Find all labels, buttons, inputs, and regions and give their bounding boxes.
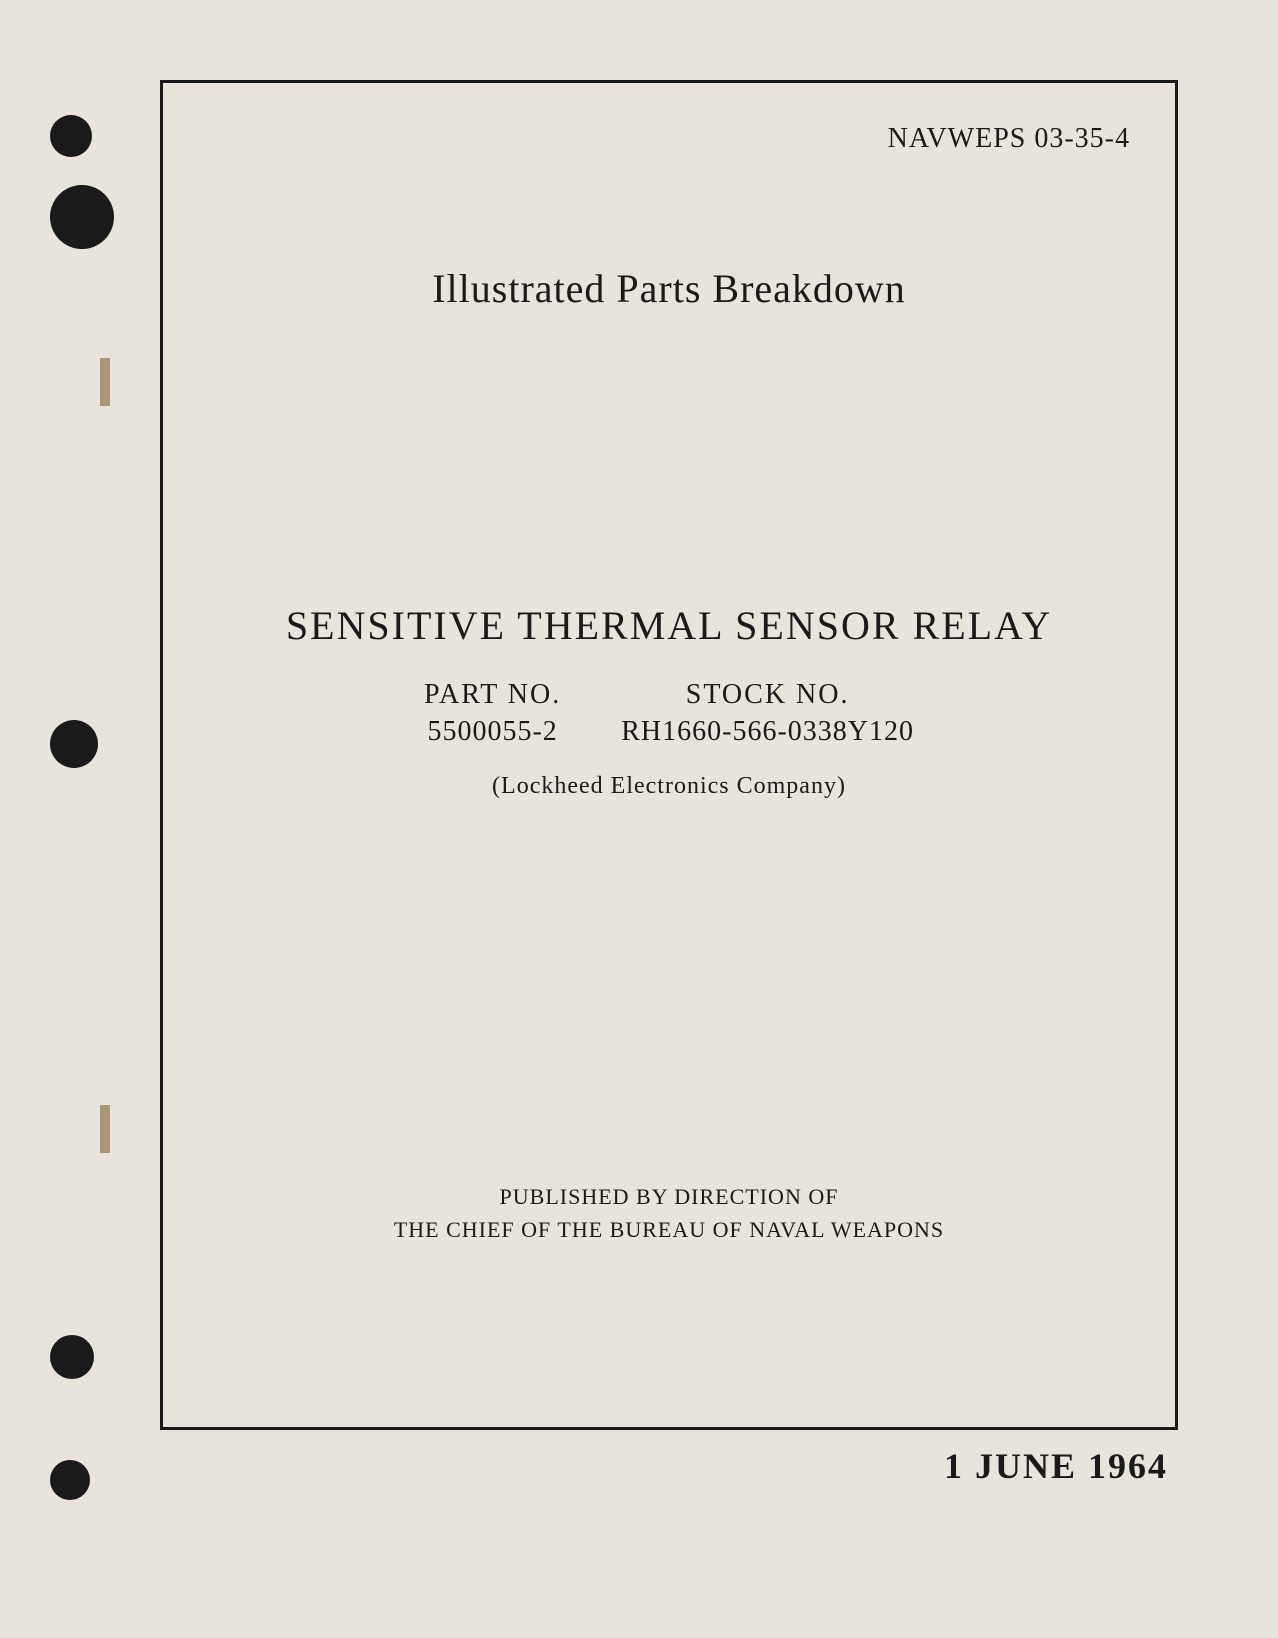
document-border: NAVWEPS 03-35-4 Illustrated Parts Breakd…	[160, 80, 1178, 1430]
punch-hole	[50, 1335, 94, 1379]
document-date: 1 JUNE 1964	[160, 1445, 1178, 1487]
document-title: SENSITIVE THERMAL SENSOR RELAY	[208, 602, 1130, 649]
punch-hole	[50, 185, 114, 249]
punch-hole	[50, 115, 92, 157]
document-page: NAVWEPS 03-35-4 Illustrated Parts Breakd…	[0, 0, 1278, 1638]
part-stock-section: PART NO. 5500055-2 STOCK NO. RH1660-566-…	[208, 679, 1130, 748]
published-line-1: PUBLISHED BY DIRECTION OF	[208, 1180, 1130, 1213]
part-number-column: PART NO. 5500055-2	[424, 679, 561, 748]
published-line-2: THE CHIEF OF THE BUREAU OF NAVAL WEAPONS	[208, 1213, 1130, 1246]
punch-hole	[50, 720, 98, 768]
stock-number-label: STOCK NO.	[621, 679, 914, 711]
stock-number-value: RH1660-566-0338Y120	[621, 716, 914, 748]
company-name: (Lockheed Electronics Company)	[208, 773, 1130, 800]
punch-hole	[50, 1460, 90, 1500]
staple-mark	[100, 358, 110, 406]
staple-mark	[100, 1105, 110, 1153]
document-number: NAVWEPS 03-35-4	[208, 123, 1130, 155]
part-number-label: PART NO.	[424, 679, 561, 711]
stock-number-column: STOCK NO. RH1660-566-0338Y120	[621, 679, 914, 748]
document-subtitle: Illustrated Parts Breakdown	[208, 265, 1130, 312]
part-number-value: 5500055-2	[424, 716, 561, 748]
published-by-section: PUBLISHED BY DIRECTION OF THE CHIEF OF T…	[208, 1180, 1130, 1246]
